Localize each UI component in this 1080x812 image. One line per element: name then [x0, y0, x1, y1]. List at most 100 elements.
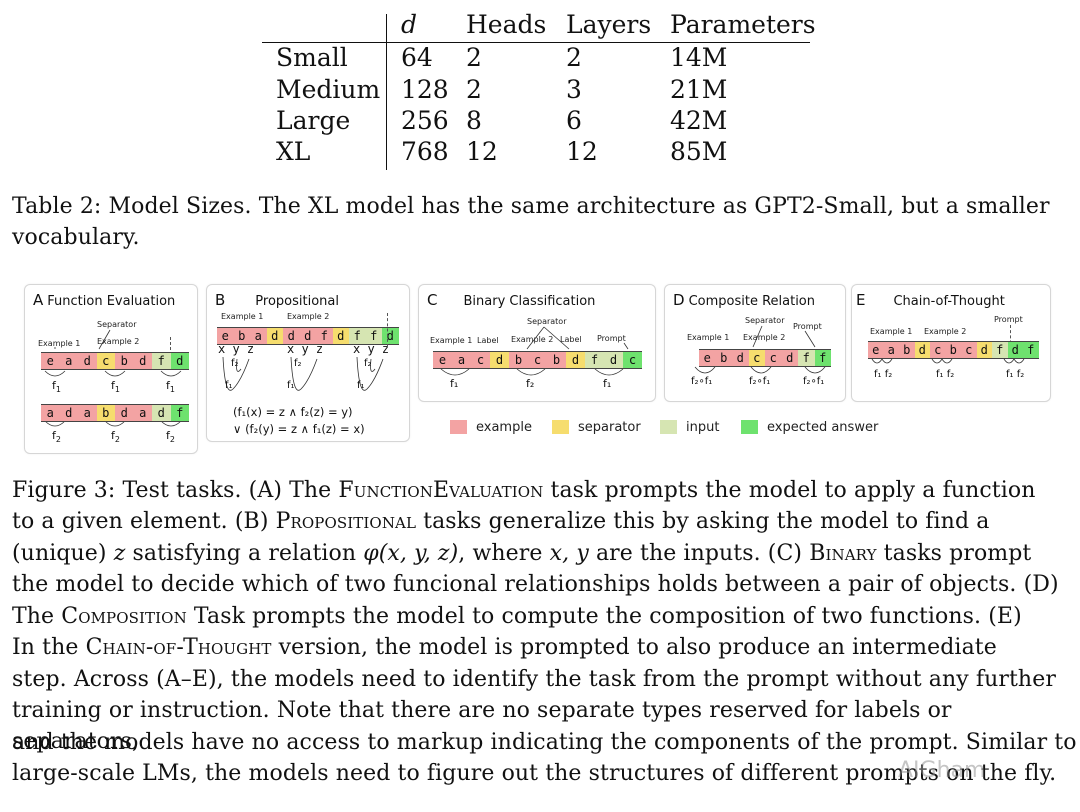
legend-separator: separator — [552, 418, 641, 436]
example-1-label: Example 1 — [687, 333, 730, 342]
panel-title: Function Evaluation — [47, 294, 176, 309]
row-layers: 6 — [566, 106, 582, 135]
legend-expected-answer: expected answer — [741, 418, 878, 436]
prompt-label: Prompt — [597, 334, 626, 343]
token-cell: f — [365, 328, 382, 344]
row-name: Medium — [276, 75, 381, 104]
token-cell: f — [798, 350, 815, 366]
token-cell: b — [547, 352, 566, 368]
annotation-arrows-icon — [440, 326, 629, 376]
composition-label: f₂∘f₁ — [749, 376, 771, 387]
token-cell: c — [930, 342, 946, 358]
token-cell: f — [814, 350, 831, 366]
header-heads: Heads — [466, 10, 547, 39]
token-cell: a — [78, 405, 97, 421]
token-cell: f — [316, 328, 333, 344]
token-cell: d — [781, 350, 798, 366]
xyz-labels: x y z — [218, 342, 255, 356]
token-cell: f — [1023, 342, 1039, 358]
example-1-label: Example 1 — [430, 336, 473, 345]
panel-title: Propositional — [255, 294, 339, 309]
token-cell: c — [528, 352, 547, 368]
header-layers: Layers — [566, 10, 652, 39]
row-layers: 2 — [566, 43, 582, 72]
example-2-label: Example 2 — [743, 333, 786, 342]
swatch-separator — [552, 420, 569, 434]
relation-arrows-icon — [222, 356, 384, 391]
row-params: 14M — [670, 43, 728, 72]
token-cell: d — [1007, 342, 1023, 358]
f2-label: f₂ — [294, 358, 302, 369]
figure-caption-line: Figure 3: Test tasks. (A) The FunctionEv… — [12, 478, 1036, 503]
token-cell: d — [604, 352, 623, 368]
token-cell: f — [992, 342, 1008, 358]
f2-label: f2 — [111, 429, 120, 445]
token-cell: d — [283, 328, 300, 344]
row-name: Large — [276, 106, 351, 135]
annotation-arrows-icon — [44, 329, 182, 427]
xyz-labels: x y z — [353, 342, 390, 356]
figure-caption-line: step. Across (A–E), the models need to i… — [12, 667, 1056, 692]
f2-label: f₂ — [364, 358, 372, 369]
row-d: 64 — [401, 43, 433, 72]
panel-title: Binary Classification — [463, 294, 596, 309]
f1-f2-label: f₁ f₂ — [936, 369, 955, 380]
token-cell: e — [868, 342, 884, 358]
relation-equation: ∨ (f₂(y) = z ∧ f₁(z) = x) — [233, 422, 365, 436]
token-cell: f — [170, 405, 189, 421]
token-cell: d — [59, 405, 78, 421]
token-cell: d — [266, 328, 283, 344]
label-tag: Label — [560, 335, 582, 344]
relation-equation: (f₁(x) = z ∧ f₂(z) = y) — [233, 405, 353, 419]
f1-f2-label: f₁ f₂ — [874, 369, 893, 380]
token-cell: d — [133, 353, 152, 369]
annotation-arrows-icon — [694, 325, 826, 374]
f1-f2-label: f₁ f₂ — [1006, 369, 1025, 380]
panel-letter: C — [427, 291, 438, 309]
legend-input: input — [660, 418, 719, 436]
token-cell: a — [452, 352, 471, 368]
token-cell: d — [976, 342, 992, 358]
legend-example: example — [450, 418, 532, 436]
row-name: Small — [276, 43, 348, 72]
panel-binary-classification: C Binary Classification Separator Example… — [418, 284, 656, 402]
token-cell: b — [233, 328, 250, 344]
panel-chain-of-thought: E Chain-of-Thought Prompt Example 1 Examp… — [851, 284, 1051, 402]
f1-label: f₁ — [225, 380, 233, 391]
header-parameters: Parameters — [670, 10, 816, 39]
f1-label: f₁ — [603, 377, 612, 390]
token-cell: d — [152, 405, 171, 421]
token-cell: a — [250, 328, 267, 344]
token-cell: e — [217, 328, 234, 344]
figure-caption-line: large-scale LMs, the models need to figu… — [12, 761, 1057, 786]
token-cell: b — [899, 342, 915, 358]
xyz-labels: x y z — [287, 342, 324, 356]
token-cell: f — [152, 353, 171, 369]
token-cell: a — [59, 353, 78, 369]
composition-label: f₂∘f₁ — [803, 376, 825, 387]
figure-caption-line: (unique) z satisfying a relation φ(x, y,… — [12, 541, 1032, 566]
f1-label: f₁ — [450, 377, 459, 390]
panel-title: Chain-of-Thought — [893, 294, 1005, 309]
figure-caption-line: The Composition Task prompts the model t… — [12, 604, 1022, 629]
token-cell: f — [585, 352, 604, 368]
token-cell: d — [170, 353, 189, 369]
prompt-label: Prompt — [994, 315, 1023, 324]
token-cell: c — [748, 350, 765, 366]
annotation-arrows-icon — [871, 358, 1025, 364]
f2-label: f₂ — [231, 358, 239, 369]
token-cell: a — [133, 405, 152, 421]
token-cell: f — [349, 328, 366, 344]
token-cell: d — [914, 342, 930, 358]
row-heads: 2 — [466, 75, 482, 104]
f1-label: f₁ — [287, 380, 295, 391]
token-cell: b — [96, 405, 115, 421]
token-cell: c — [961, 342, 977, 358]
figure-caption-line: to a given element. (B) Propositional ta… — [12, 509, 990, 534]
header-d: d — [401, 10, 418, 39]
separator-label: Separator — [745, 316, 785, 325]
